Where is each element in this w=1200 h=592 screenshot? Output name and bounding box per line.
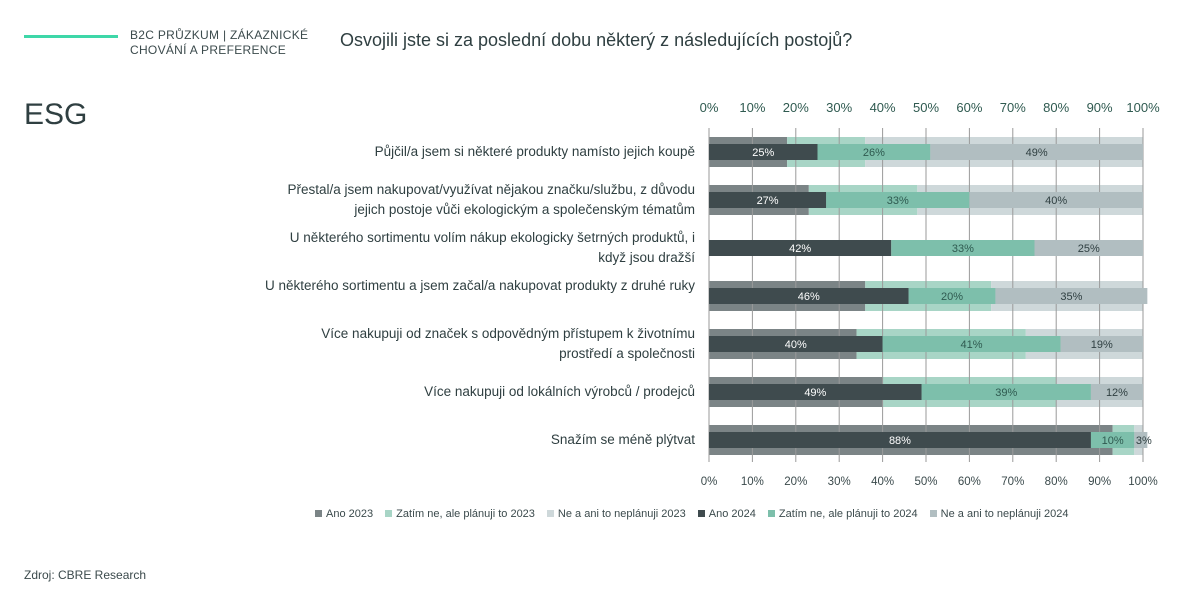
bar-2024 bbox=[930, 144, 1143, 160]
data-label: 40% bbox=[1045, 195, 1067, 207]
legend-item: Ano 2023 bbox=[315, 508, 373, 520]
data-label: 20% bbox=[941, 291, 963, 303]
legend-label: Ano 2023 bbox=[326, 508, 374, 520]
bar-2024 bbox=[709, 432, 1091, 448]
data-label: 33% bbox=[952, 243, 974, 255]
bar-2024 bbox=[995, 288, 1148, 304]
bar-2024 bbox=[709, 336, 883, 352]
data-label: 25% bbox=[1078, 243, 1100, 255]
legend-label: Ne a ani to neplánuji 2024 bbox=[940, 508, 1069, 520]
legend-item: Ne a ani to neplánuji 2023 bbox=[546, 508, 686, 520]
category-label: Více nakupuji od lokálních výrobců / pro… bbox=[424, 384, 695, 399]
source-note: Zdroj: CBRE Research bbox=[24, 568, 147, 582]
bar-2024 bbox=[1134, 432, 1148, 448]
tick-label-bottom: 30% bbox=[828, 476, 851, 488]
legend: Ano 2023 Zatím ne, ale plánuji to 2023 Ne … bbox=[315, 508, 1069, 520]
tick-label-bottom: 90% bbox=[1088, 476, 1111, 488]
legend-label: Ano 2024 bbox=[708, 508, 756, 520]
data-label: 35% bbox=[1060, 291, 1082, 303]
brand-line-1: B2C PRŮZKUM | ZÁKAZNICKÉ bbox=[130, 28, 309, 42]
data-label: 26% bbox=[863, 147, 885, 159]
category-label: U některého sortimentu a jsem začal/a na… bbox=[265, 278, 695, 293]
tick-label-bottom: 80% bbox=[1045, 476, 1068, 488]
bar-2024 bbox=[709, 288, 909, 304]
data-label: 19% bbox=[1091, 339, 1113, 351]
legend-swatch bbox=[697, 510, 705, 517]
tick-label-top: 90% bbox=[1087, 100, 1113, 115]
bar-2024 bbox=[1060, 336, 1143, 352]
data-label: 10% bbox=[1102, 435, 1124, 447]
bar-2024 bbox=[921, 384, 1091, 400]
tick-label-top: 30% bbox=[826, 100, 852, 115]
section-title: ESG bbox=[24, 98, 88, 131]
data-label: 39% bbox=[995, 387, 1017, 399]
tick-label-top: 20% bbox=[783, 100, 809, 115]
category-label: Snažím se méně plýtvat bbox=[550, 432, 695, 447]
category-label: Přestal/a jsem nakupovat/využívat nějako… bbox=[287, 182, 695, 217]
bar-2024 bbox=[709, 384, 922, 400]
data-label: 33% bbox=[887, 195, 909, 207]
brand-label: B2C PRŮZKUM | ZÁKAZNICKÉ CHOVÁNÍ A PREFER… bbox=[130, 28, 308, 58]
tick-label-bottom: 60% bbox=[958, 476, 981, 488]
tick-label-bottom: 20% bbox=[784, 476, 807, 488]
bar-2024 bbox=[817, 144, 931, 160]
data-label: 41% bbox=[961, 339, 983, 351]
bar-2024 bbox=[709, 192, 827, 208]
legend-label: Zatím ne, ale plánuji to 2023 bbox=[396, 508, 535, 520]
bar-2024 bbox=[1090, 432, 1135, 448]
legend-swatch bbox=[767, 510, 775, 517]
legend-label: Ne a ani to neplánuji 2023 bbox=[557, 508, 686, 520]
category-label: U některého sortimentu volím nákup ekolo… bbox=[289, 230, 695, 265]
tick-label-bottom: 50% bbox=[914, 476, 937, 488]
legend-item: Zatím ne, ale plánuji to 2023 bbox=[385, 508, 535, 520]
data-label: 49% bbox=[804, 387, 826, 399]
tick-label-top: 100% bbox=[1126, 100, 1160, 115]
data-label: 12% bbox=[1106, 387, 1128, 399]
legend-item: Zatím ne, ale plánuji to 2024 bbox=[767, 508, 918, 520]
legend-label: Zatím ne, ale plánuji to 2024 bbox=[778, 508, 918, 520]
legend-item: Ne a ani to neplánuji 2024 bbox=[929, 508, 1069, 520]
tick-label-top: 80% bbox=[1043, 100, 1069, 115]
bar-2024 bbox=[969, 192, 1143, 208]
tick-label-top: 70% bbox=[1000, 100, 1026, 115]
tick-label-bottom: 10% bbox=[741, 476, 764, 488]
bar-2024 bbox=[826, 192, 970, 208]
legend-swatch bbox=[546, 510, 554, 517]
tick-label-top: 50% bbox=[913, 100, 939, 115]
tick-label-bottom: 40% bbox=[871, 476, 894, 488]
data-label: 27% bbox=[757, 195, 779, 207]
data-label: 49% bbox=[1026, 147, 1048, 159]
tick-label-bottom: 70% bbox=[1001, 476, 1024, 488]
data-label: 3% bbox=[1136, 435, 1152, 447]
category-label: Půjčil/a jsem si některé produkty namíst… bbox=[374, 144, 695, 159]
bar-2024 bbox=[709, 144, 818, 160]
data-label: 25% bbox=[752, 147, 774, 159]
bar-2024 bbox=[908, 288, 996, 304]
tick-label-top: 0% bbox=[700, 100, 719, 115]
tick-label-top: 60% bbox=[956, 100, 982, 115]
tick-label-bottom: 100% bbox=[1128, 476, 1157, 488]
data-label: 42% bbox=[789, 243, 811, 255]
bar-2024 bbox=[882, 336, 1061, 352]
legend-swatch bbox=[385, 510, 393, 517]
bar-2024 bbox=[1034, 240, 1143, 256]
data-label: 40% bbox=[785, 339, 807, 351]
tick-label-bottom: 0% bbox=[701, 476, 718, 488]
legend-item: Ano 2024 bbox=[697, 508, 756, 520]
bar-2024 bbox=[709, 240, 892, 256]
data-label: 46% bbox=[798, 291, 820, 303]
data-label: 88% bbox=[889, 435, 911, 447]
legend-swatch bbox=[929, 510, 937, 517]
tick-label-top: 10% bbox=[739, 100, 765, 115]
brand-line-2: CHOVÁNÍ A PREFERENCE bbox=[130, 43, 287, 57]
chart-title: Osvojili jste si za poslední dobu někter… bbox=[340, 30, 853, 50]
bar-2024 bbox=[891, 240, 1035, 256]
category-label: Více nakupuji od značek s odpovědným pří… bbox=[321, 326, 695, 361]
bar-2024 bbox=[1090, 384, 1143, 400]
tick-label-top: 40% bbox=[870, 100, 896, 115]
legend-swatch bbox=[315, 510, 322, 517]
accent-line bbox=[24, 35, 118, 38]
